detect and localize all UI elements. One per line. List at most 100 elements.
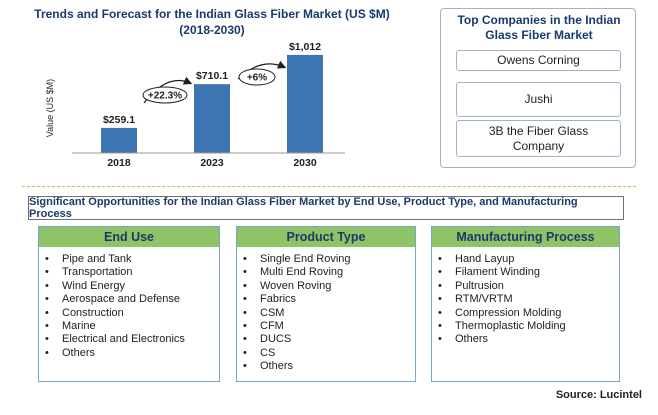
- bullet-icon: •: [45, 279, 49, 292]
- list-item-text: Hand Layup: [455, 253, 515, 265]
- bullet-icon: •: [438, 279, 442, 292]
- list-item: • Single End Roving: [243, 253, 415, 266]
- bullet-icon: •: [438, 333, 442, 346]
- section-divider: [22, 186, 636, 187]
- chart-title-main: Trends and Forecast for the Indian Glass…: [34, 7, 390, 21]
- x-tick-label-2023: 2023: [200, 157, 224, 169]
- end-use-panel: End Use • Pipe and Tank • Transportation • Wi…: [38, 226, 220, 382]
- value-label-2030: $1,012: [289, 41, 321, 53]
- list-item: • Compression Molding: [438, 307, 619, 320]
- list-item: • RTM/VRTM: [438, 293, 619, 306]
- list-item: • CS: [243, 347, 415, 360]
- bullet-icon: •: [438, 266, 442, 279]
- list-item: • Filament Winding: [438, 266, 619, 279]
- list-item: • DUCS: [243, 333, 415, 346]
- bullet-icon: •: [438, 253, 442, 265]
- list-item-text: Woven Roving: [260, 279, 332, 292]
- list-item-text: Others: [260, 360, 294, 373]
- end-use-header: End Use: [39, 227, 219, 247]
- list-item: • Hand Layup: [438, 253, 619, 266]
- list-item: • Others: [243, 360, 415, 373]
- x-tick-label-2018: 2018: [107, 157, 131, 169]
- bar-2030: [287, 54, 323, 153]
- y-axis-label: Value (US $M): [45, 79, 55, 137]
- list-item: • CFM: [243, 320, 415, 333]
- company-3b-fiber-glass: 3B the Fiber Glass Company: [456, 120, 621, 157]
- bullet-icon: •: [45, 346, 49, 359]
- list-item-text: Marine: [62, 320, 96, 333]
- top-companies-panel: Top Companies in the Indian Glass Fiber …: [440, 8, 636, 168]
- list-item-text: Filament Winding: [455, 266, 540, 279]
- list-item: • Pultrusion: [438, 280, 619, 293]
- list-item-text: Single End Roving: [260, 253, 351, 265]
- bullet-icon: •: [243, 306, 247, 319]
- growth-bubble-1: [238, 68, 276, 86]
- source-note: Source: Lucintel: [555, 389, 642, 401]
- product-type-panel: Product Type • Single End Roving • Multi En…: [236, 226, 416, 382]
- bullet-icon: •: [45, 266, 49, 279]
- list-item: • Fabrics: [243, 293, 415, 306]
- value-label-2023: $710.1: [196, 70, 228, 82]
- company-jushi: Jushi: [456, 82, 621, 117]
- manufacturing-process-list: • Hand Layup • Filament Winding • Pultrusion •…: [432, 247, 619, 347]
- list-item: • Others: [438, 333, 619, 346]
- manufacturing-process-panel: Manufacturing Process • Hand Layup • Filame…: [431, 226, 620, 382]
- list-item: • Transportation: [45, 266, 219, 279]
- company-owens-corning: Owens Corning: [456, 50, 621, 71]
- list-item-text: Aerospace and Defense: [62, 293, 181, 306]
- list-item: • Others: [45, 347, 219, 360]
- list-item: • Multi End Roving: [243, 266, 415, 279]
- bullet-icon: •: [243, 293, 247, 306]
- list-item: • CSM: [243, 307, 415, 320]
- bullet-icon: •: [243, 266, 247, 279]
- chart-subtitle: (2018-2030): [179, 23, 245, 37]
- bar-chart: Value (US $M) $259.1 2018 $710.1 2023 $1,012 2…: [45, 41, 345, 169]
- growth-bubble-0: [142, 86, 188, 104]
- bullet-icon: •: [243, 253, 247, 265]
- list-item-text: CSM: [260, 306, 285, 319]
- bullet-icon: •: [45, 320, 49, 333]
- list-item-text: CFM: [260, 320, 284, 333]
- list-item-text: Multi End Roving: [260, 266, 344, 279]
- list-item-text: Others: [62, 346, 96, 359]
- bullet-icon: •: [45, 306, 49, 319]
- list-item: • Aerospace and Defense: [45, 293, 219, 306]
- product-type-list: • Single End Roving • Multi End Roving • Wove…: [237, 247, 415, 374]
- list-item-text: Others: [455, 333, 489, 346]
- bullet-icon: •: [45, 293, 49, 306]
- list-item-text: Transportation: [62, 266, 133, 279]
- list-item: • Woven Roving: [243, 280, 415, 293]
- list-item-text: Fabrics: [260, 293, 297, 306]
- list-item-text: CS: [260, 346, 276, 359]
- list-item-text: Compression Molding: [455, 306, 562, 319]
- list-item-text: Pultrusion: [455, 279, 504, 292]
- list-item-text: Electrical and Electronics: [62, 333, 185, 346]
- growth-label-0: +22.3%: [148, 91, 182, 102]
- bullet-icon: •: [45, 333, 49, 346]
- list-item-text: DUCS: [260, 333, 292, 346]
- opportunities-title: Significant Opportunities for the Indian…: [28, 196, 624, 220]
- bar-2018: [101, 127, 137, 153]
- list-item-text: Thermoplastic Molding: [455, 320, 566, 333]
- list-item-text: Construction: [62, 306, 124, 319]
- bullet-icon: •: [45, 253, 49, 265]
- bullet-icon: •: [438, 306, 442, 319]
- x-tick-label-2030: 2030: [293, 157, 317, 169]
- bullet-icon: •: [243, 320, 247, 333]
- bullet-icon: •: [438, 320, 442, 333]
- list-item-text: RTM/VRTM: [455, 293, 513, 306]
- bullet-icon: •: [243, 333, 247, 346]
- bullet-icon: •: [243, 360, 247, 373]
- chart-title: Trends and Forecast for the Indian Glass…: [12, 6, 412, 38]
- list-item: • Electrical and Electronics: [45, 333, 219, 346]
- bullet-icon: •: [243, 346, 247, 359]
- bullet-icon: •: [438, 293, 442, 306]
- list-item-text: Wind Energy: [62, 279, 125, 292]
- list-item: • Pipe and Tank: [45, 253, 219, 266]
- end-use-list: • Pipe and Tank • Transportation • Wind Energ…: [39, 247, 219, 360]
- manufacturing-process-header: Manufacturing Process: [432, 227, 619, 247]
- bullet-icon: •: [243, 279, 247, 292]
- list-item: • Wind Energy: [45, 280, 219, 293]
- list-item: • Marine: [45, 320, 219, 333]
- bar-2023: [194, 84, 230, 153]
